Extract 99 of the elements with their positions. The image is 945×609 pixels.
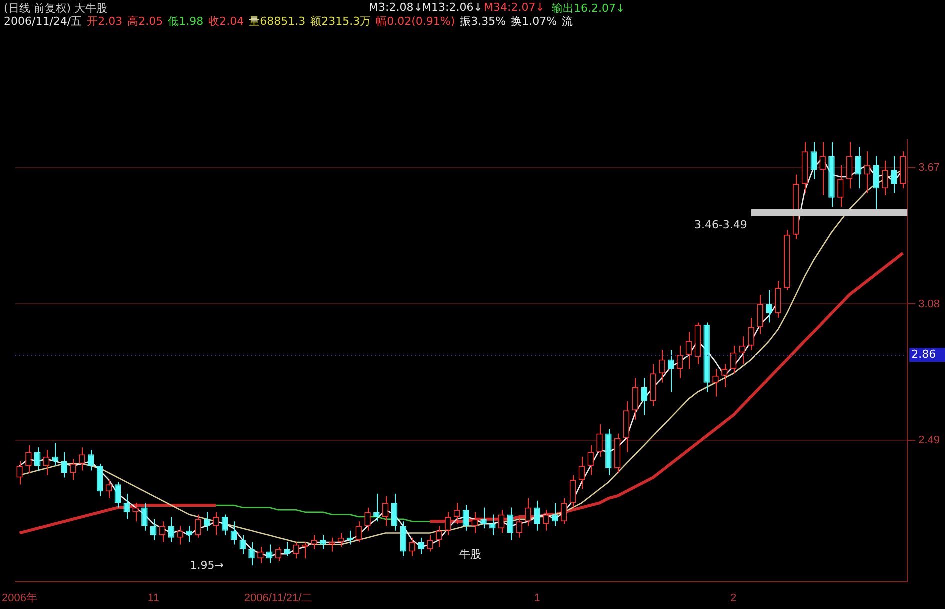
candlestick	[516, 516, 523, 538]
text: 振3.35%	[460, 14, 506, 29]
candlestick	[400, 521, 407, 557]
candlestick	[748, 318, 755, 351]
candlestick	[775, 280, 782, 319]
text: 输出16.2.07↓	[552, 1, 626, 16]
x-tick-label: 2006年	[2, 592, 38, 604]
text: 额2315.3万	[310, 14, 372, 29]
annotation: 1.95→	[190, 559, 224, 572]
band-label: 3.46-3.49	[694, 218, 748, 232]
candlestick	[855, 146, 862, 190]
text: (日线 前复权) 大牛股	[4, 1, 108, 16]
candlestick	[766, 290, 772, 324]
candlestick	[578, 456, 586, 490]
candlestick	[230, 521, 238, 546]
candlestick	[114, 482, 122, 508]
candlestick	[61, 452, 68, 478]
candlestick	[26, 444, 32, 474]
candlestick	[864, 151, 871, 194]
candlestick	[490, 514, 496, 536]
candlestick	[132, 502, 139, 522]
candlestick	[498, 510, 505, 534]
candlestick	[534, 500, 540, 532]
candlestick	[34, 447, 41, 472]
candlestick	[124, 493, 130, 520]
candlestick	[525, 498, 532, 527]
candlestick	[454, 502, 460, 524]
candlestick	[43, 449, 50, 476]
text: M34:2.07↓	[484, 1, 545, 14]
candlestick	[552, 502, 558, 527]
candlestick	[882, 160, 888, 196]
candlestick	[873, 156, 880, 212]
candlestick	[632, 378, 639, 420]
candlestick	[891, 156, 898, 194]
candlestick	[248, 542, 255, 566]
y-tick-label: 2.49	[918, 434, 940, 447]
candlestick	[258, 546, 264, 564]
candlestick	[722, 364, 728, 388]
candlestick	[142, 502, 148, 532]
candlestick	[570, 474, 576, 508]
text: 开2.03	[87, 14, 123, 29]
candlestick	[596, 424, 603, 458]
candlestick	[659, 350, 666, 384]
annotation: 牛股	[459, 548, 482, 562]
candlestick	[186, 526, 192, 543]
candlestick	[106, 480, 112, 500]
candlestick	[195, 514, 202, 538]
candlestick	[444, 512, 452, 536]
candlestick	[204, 512, 210, 532]
candlestick	[676, 345, 684, 379]
candlestick	[560, 498, 568, 524]
candlestick	[507, 507, 514, 541]
candlestick	[222, 514, 228, 536]
x-tick-label: 1	[534, 592, 540, 604]
candlestick	[391, 493, 398, 532]
candlestick	[328, 537, 336, 552]
candlestick	[838, 164, 844, 208]
candlestick	[820, 142, 826, 196]
ref-line-label: 2.86	[912, 348, 936, 361]
candlestick	[16, 461, 23, 486]
y-tick-label: 3.67	[918, 162, 940, 174]
candlestick	[757, 294, 764, 335]
x-tick-label: 2	[730, 592, 737, 604]
x-tick-label: 11	[148, 592, 160, 604]
candlestick	[266, 544, 273, 564]
candlestick	[382, 496, 389, 527]
candlestick	[739, 336, 746, 365]
text: M13:2.06↓	[422, 1, 483, 14]
candlestick	[96, 463, 104, 497]
candlestick	[320, 535, 326, 550]
candlestick	[374, 493, 380, 522]
text: 换1.07%	[511, 14, 558, 29]
candlestick	[588, 444, 594, 476]
candlestick	[641, 378, 648, 416]
candlestick	[462, 504, 470, 532]
text: 流	[562, 14, 574, 29]
text: M3:2.08↓	[369, 1, 423, 14]
candlestick	[311, 535, 318, 550]
candlestick	[168, 516, 175, 543]
text: 收2.04	[208, 14, 244, 29]
y-tick-label: 3.08	[918, 298, 940, 310]
candlestick	[730, 345, 737, 374]
text: 幅0.02(0.91%)	[376, 14, 456, 29]
candlestick	[668, 350, 674, 393]
text: 量68851.3	[249, 14, 306, 29]
text: 低1.98	[168, 14, 204, 29]
text: 高2.05	[128, 14, 164, 29]
candlestick	[846, 142, 853, 190]
candlestick	[418, 537, 424, 555]
candlestick	[480, 507, 487, 530]
candlestick	[686, 331, 692, 370]
candlestick	[472, 512, 478, 534]
text: 2006/11/24/五	[4, 14, 82, 29]
candlestick	[356, 521, 362, 543]
candlestick	[810, 142, 818, 180]
candlestick	[712, 368, 719, 398]
candlestick	[88, 449, 94, 472]
x-tick-label: 2006/11/21/二	[244, 592, 313, 604]
candlestick	[364, 507, 371, 532]
